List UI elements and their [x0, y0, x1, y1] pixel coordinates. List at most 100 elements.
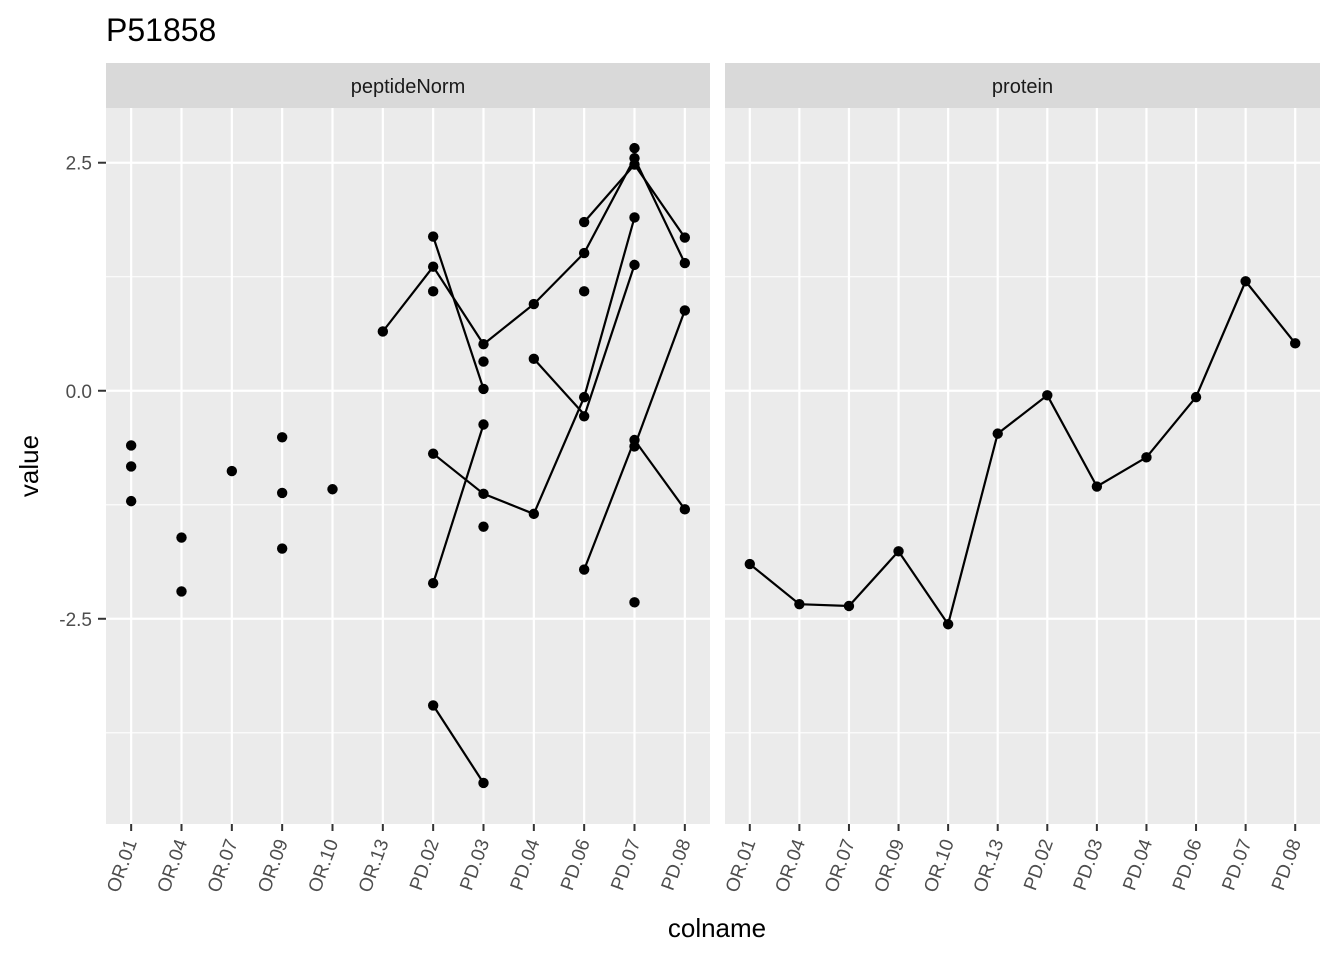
data-point	[679, 305, 691, 316]
x-tick-label: PD.06	[1169, 837, 1207, 894]
data-point	[629, 159, 640, 170]
data-point	[629, 212, 640, 223]
x-tick-label: OR.04	[154, 836, 193, 895]
strip-label-protein: protein	[992, 76, 1053, 98]
data-point	[427, 700, 439, 711]
series-line	[532, 358, 586, 416]
x-tick-label: PD.02	[406, 837, 444, 894]
data-point	[578, 391, 590, 403]
data-point	[427, 286, 439, 297]
data-point	[427, 231, 439, 242]
x-axis-title: colname	[668, 913, 766, 943]
series-line	[749, 279, 1297, 627]
x-tick-label: PD.04	[507, 836, 545, 893]
x-tick-label: PD.03	[1070, 837, 1108, 894]
data-point	[125, 440, 137, 451]
x-tick-label: PD.08	[1268, 837, 1306, 894]
data-point	[629, 597, 640, 608]
y-tick-label: -2.5	[59, 610, 92, 631]
data-point	[427, 578, 439, 589]
x-tick-label: OR.07	[821, 837, 860, 896]
data-point	[578, 216, 590, 228]
data-point	[478, 521, 489, 532]
data-point	[578, 564, 590, 575]
data-point	[478, 777, 489, 789]
data-point	[478, 488, 489, 500]
x-tick-label: PD.02	[1020, 837, 1058, 894]
series-line	[633, 310, 686, 447]
data-point	[327, 484, 338, 495]
y-axis-title: value	[14, 435, 44, 497]
x-tick-label: OR.07	[204, 837, 243, 896]
x-tick-label: PD.03	[456, 837, 494, 894]
series-line	[432, 236, 485, 390]
data-point	[176, 586, 187, 597]
data-point	[1042, 390, 1053, 401]
x-tick-label: PD.08	[658, 837, 696, 894]
x-tick-label: PD.04	[1119, 836, 1157, 893]
series-line	[432, 704, 485, 784]
strip-peptideNorm	[106, 63, 710, 108]
data-point	[744, 558, 755, 570]
x-tick-label: OR.04	[772, 836, 811, 895]
data-point	[893, 546, 904, 557]
x-tick-label: OR.01	[722, 837, 761, 896]
y-axis: -2.5 0.0 2.5	[59, 154, 106, 631]
data-point	[427, 261, 439, 272]
data-point	[276, 487, 288, 499]
data-point	[1141, 452, 1152, 463]
x-tick-label: PD.07	[607, 837, 645, 894]
data-point	[1240, 276, 1251, 287]
data-point	[478, 419, 489, 430]
chart-title: P51858	[106, 12, 216, 48]
data-point	[427, 448, 439, 459]
x-tick-label: PD.07	[1219, 837, 1257, 894]
data-point	[226, 465, 238, 477]
data-point	[478, 383, 489, 395]
data-point	[843, 600, 855, 612]
data-point	[578, 247, 590, 259]
data-point	[1190, 391, 1202, 403]
x-tick-label: OR.01	[103, 837, 142, 896]
panel-protein: protein OR.01 OR.04 OR.07 OR.09 OR.10 OR.13 PD.…	[722, 63, 1320, 895]
data-point	[528, 298, 540, 310]
data-point	[1091, 481, 1103, 492]
data-point	[992, 428, 1003, 439]
data-point	[176, 532, 187, 543]
data-point	[679, 232, 691, 243]
x-tick-label: OR.09	[871, 837, 910, 896]
data-point	[629, 259, 640, 271]
data-point	[528, 353, 540, 365]
x-tick-label: OR.13	[355, 837, 394, 896]
x-tick-label: OR.10	[920, 837, 959, 896]
data-point	[1290, 338, 1301, 349]
x-tick-label: OR.13	[970, 837, 1009, 896]
series-line	[432, 424, 485, 584]
data-point	[629, 441, 640, 452]
x-tick-label: OR.09	[254, 837, 293, 896]
data-point	[478, 339, 489, 350]
data-point	[125, 461, 137, 472]
data-point	[679, 257, 691, 269]
strip-protein	[725, 63, 1320, 108]
strip-label-peptideNorm: peptideNorm	[351, 76, 466, 98]
y-tick-label: 2.5	[66, 154, 92, 175]
data-point	[578, 286, 590, 297]
data-point	[578, 411, 590, 422]
data-point	[276, 543, 288, 554]
x-tick-label: PD.06	[557, 837, 595, 894]
data-point	[942, 619, 954, 630]
data-point	[794, 598, 805, 610]
series-line	[583, 264, 636, 417]
data-point	[679, 504, 691, 515]
panel-background	[106, 108, 710, 824]
y-tick-label: 0.0	[66, 382, 92, 403]
data-point	[125, 495, 137, 507]
panel-peptideNorm: peptideNorm OR.01 OR.04 OR.07 OR.09 OR.10 OR.1…	[103, 63, 710, 895]
x-tick-label: OR.10	[305, 837, 344, 896]
data-point	[629, 142, 640, 154]
data-point	[528, 508, 540, 520]
data-point	[377, 326, 389, 337]
data-point	[276, 432, 288, 443]
